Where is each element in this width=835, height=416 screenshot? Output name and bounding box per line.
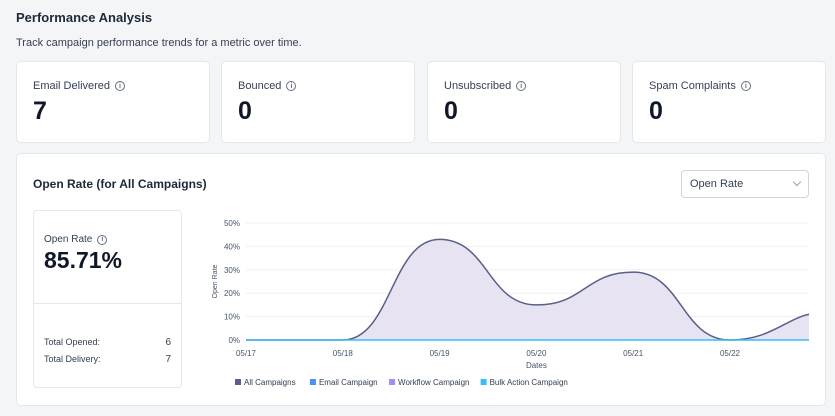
- metric-card-email-delivered: Email Delivered i 7: [16, 61, 210, 143]
- y-tick-label: 20%: [224, 289, 240, 298]
- series-area: [246, 239, 809, 340]
- y-tick-label: 50%: [224, 219, 240, 228]
- info-icon[interactable]: i: [286, 81, 297, 91]
- total-opened-row: Total Opened: 6: [44, 337, 171, 348]
- metric-card-bounced: Bounced i 0: [221, 61, 415, 143]
- metric-card-unsubscribed: Unsubscribed i 0: [427, 61, 621, 143]
- metric-value: 0: [444, 97, 458, 125]
- x-tick-label: 05/21: [623, 349, 644, 358]
- x-tick-label: 05/19: [430, 349, 451, 358]
- info-icon[interactable]: i: [115, 81, 126, 91]
- y-tick-label: 10%: [224, 313, 240, 322]
- legend-swatch: [389, 379, 396, 385]
- x-tick-label: 05/17: [236, 349, 257, 358]
- total-opened-value: 6: [165, 337, 171, 348]
- metric-value: 0: [649, 97, 663, 125]
- legend-swatch: [309, 379, 316, 385]
- total-delivery-label: Total Delivery:: [44, 354, 101, 364]
- divider: [34, 303, 181, 304]
- x-tick-label: 05/18: [333, 349, 354, 358]
- legend-label: Bulk Action Campaign: [490, 378, 568, 387]
- open-rate-value: 85.71%: [44, 247, 123, 273]
- open-rate-summary-card: Open Rate i 85.71% Total Opened: 6 Total …: [33, 210, 182, 388]
- metric-label: Spam Complaints: [649, 80, 736, 92]
- metric-label: Email Delivered: [33, 80, 111, 92]
- legend-label: All Campaigns: [244, 378, 296, 387]
- x-tick-label: 05/20: [526, 349, 547, 358]
- x-axis-label: Dates: [526, 361, 547, 370]
- info-icon[interactable]: i: [740, 81, 751, 91]
- total-delivery-value: 7: [165, 354, 171, 365]
- y-tick-label: 0%: [228, 336, 240, 345]
- total-delivery-row: Total Delivery: 7: [44, 354, 171, 365]
- metric-label: Unsubscribed: [444, 80, 512, 92]
- series-line-all-campaigns: [246, 238, 810, 341]
- metric-value: 0: [238, 97, 252, 125]
- total-opened-label: Total Opened:: [44, 337, 101, 347]
- y-tick-label: 40%: [224, 242, 240, 251]
- y-tick-label: 30%: [224, 266, 240, 275]
- metric-value: 7: [33, 97, 47, 125]
- page-subtitle: Track campaign performance trends for a …: [16, 37, 302, 49]
- metric-card-spam-complaints: Spam Complaints i 0: [632, 61, 826, 143]
- legend-label: Workflow Campaign: [398, 378, 469, 387]
- y-axis-label: Open Rate: [212, 264, 219, 298]
- open-rate-label: Open Rate: [44, 234, 93, 245]
- open-rate-chart: 0% 10% 20% 30% 40% 50% Open Rate 05/17 05/18 05/1…: [212, 219, 810, 387]
- legend-label: Email Campaign: [319, 378, 378, 387]
- metric-select-value: Open Rate: [690, 178, 744, 190]
- page-title: Performance Analysis: [16, 10, 153, 25]
- x-tick-label: 05/22: [720, 349, 741, 358]
- info-icon[interactable]: i: [516, 81, 527, 91]
- legend-swatch: [480, 379, 487, 385]
- chart-section-title: Open Rate (for All Campaigns): [33, 177, 207, 191]
- info-icon[interactable]: i: [97, 234, 108, 245]
- metric-select[interactable]: Open Rate: [681, 170, 809, 198]
- legend-swatch: [235, 379, 241, 385]
- metric-label: Bounced: [238, 80, 282, 92]
- chevron-down-icon: [792, 177, 802, 187]
